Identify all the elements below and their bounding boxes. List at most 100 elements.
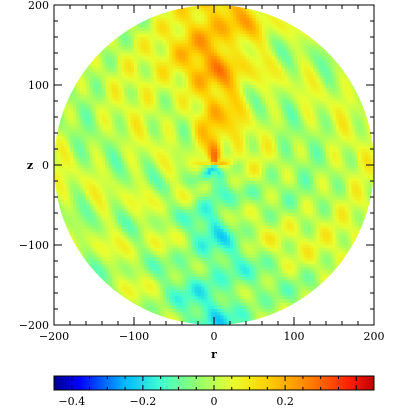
heatmap-cell bbox=[150, 81, 154, 86]
heatmap-cell bbox=[204, 104, 208, 108]
heatmap-cell bbox=[322, 171, 327, 175]
heatmap-cell bbox=[287, 187, 292, 191]
heatmap-cell bbox=[172, 184, 176, 188]
heatmap-cell bbox=[310, 46, 314, 51]
heatmap-cell bbox=[367, 155, 372, 159]
heatmap-cell bbox=[246, 78, 250, 83]
heatmap-cell bbox=[95, 69, 100, 73]
heatmap-cell bbox=[351, 184, 356, 188]
heatmap-cell bbox=[140, 110, 144, 115]
heatmap-cell bbox=[73, 117, 77, 121]
heatmap-cell bbox=[313, 184, 317, 188]
heatmap-cell bbox=[284, 149, 288, 153]
heatmap-cell bbox=[300, 190, 304, 195]
heatmap-cell bbox=[86, 97, 90, 102]
heatmap-cell bbox=[313, 113, 317, 118]
heatmap-cell bbox=[70, 165, 74, 169]
heatmap-cell bbox=[226, 136, 231, 140]
heatmap-cell bbox=[316, 149, 320, 153]
heatmap-cell bbox=[265, 27, 269, 31]
heatmap-cell bbox=[262, 171, 266, 175]
heatmap-cell bbox=[258, 101, 263, 105]
heatmap-cell bbox=[185, 145, 189, 150]
heatmap-cell bbox=[233, 46, 237, 51]
heatmap-cell bbox=[178, 133, 183, 137]
heatmap-cell bbox=[217, 27, 221, 31]
heatmap-cell bbox=[194, 190, 199, 195]
heatmap-cell bbox=[271, 59, 276, 63]
heatmap-cell bbox=[226, 117, 231, 121]
heatmap-cell bbox=[316, 145, 320, 150]
heatmap-cell bbox=[127, 129, 132, 134]
heatmap-cell bbox=[159, 37, 164, 41]
heatmap-cell bbox=[265, 139, 269, 143]
heatmap-cell bbox=[242, 72, 247, 76]
heatmap-cell bbox=[143, 78, 148, 83]
heatmap-cell bbox=[281, 107, 285, 111]
heatmap-cell bbox=[188, 145, 192, 150]
heatmap-cell bbox=[217, 46, 221, 51]
heatmap-cell bbox=[57, 184, 61, 188]
heatmap-cell bbox=[303, 133, 308, 137]
heatmap-cell bbox=[246, 129, 250, 134]
heatmap-cell bbox=[319, 56, 324, 60]
heatmap-cell bbox=[217, 37, 221, 41]
heatmap-cell bbox=[140, 149, 144, 153]
heatmap-cell bbox=[150, 46, 154, 51]
heatmap-cell bbox=[290, 187, 295, 191]
heatmap-cell bbox=[249, 142, 253, 147]
heatmap-cell bbox=[322, 53, 327, 57]
heatmap-cell bbox=[255, 46, 260, 51]
heatmap-cell bbox=[57, 155, 61, 159]
heatmap-cell bbox=[89, 174, 93, 179]
heatmap-cell bbox=[252, 177, 256, 182]
heatmap-cell bbox=[370, 165, 374, 169]
heatmap-cell bbox=[262, 14, 266, 19]
heatmap-cell bbox=[137, 72, 141, 76]
heatmap-cell bbox=[332, 126, 336, 131]
heatmap-cell bbox=[255, 81, 260, 86]
heatmap-cell bbox=[127, 174, 132, 179]
heatmap-cell bbox=[54, 165, 58, 169]
heatmap-cell bbox=[114, 145, 119, 150]
heatmap-cell bbox=[274, 91, 279, 95]
heatmap-cell bbox=[322, 101, 327, 105]
heatmap-cell bbox=[137, 133, 141, 137]
heatmap-cell bbox=[204, 40, 208, 44]
heatmap-cell bbox=[108, 113, 112, 118]
heatmap-cell bbox=[342, 158, 346, 163]
heatmap-cell bbox=[297, 152, 301, 156]
heatmap-cell bbox=[175, 91, 180, 95]
heatmap-cell bbox=[271, 69, 276, 73]
heatmap-cell bbox=[300, 117, 304, 121]
heatmap-cell bbox=[287, 139, 292, 143]
heatmap-cell bbox=[98, 161, 103, 166]
heatmap-cell bbox=[134, 49, 138, 54]
heatmap-cell bbox=[124, 113, 128, 118]
heatmap-cell bbox=[198, 145, 202, 150]
heatmap-cell bbox=[226, 75, 231, 79]
heatmap-cell bbox=[226, 91, 231, 95]
heatmap-cell bbox=[351, 177, 356, 182]
heatmap-cell bbox=[156, 181, 160, 185]
heatmap-cell bbox=[255, 78, 260, 83]
heatmap-cell bbox=[306, 113, 311, 118]
heatmap-cell bbox=[188, 62, 192, 67]
heatmap-cell bbox=[98, 136, 103, 140]
heatmap-cell bbox=[236, 27, 240, 31]
heatmap-cell bbox=[217, 149, 221, 153]
heatmap-cell bbox=[204, 187, 208, 191]
heatmap-cell bbox=[153, 190, 157, 195]
heatmap-cell bbox=[201, 133, 205, 137]
heatmap-cell bbox=[207, 24, 212, 28]
heatmap-cell bbox=[271, 14, 276, 19]
heatmap-cell bbox=[290, 24, 295, 28]
heatmap-cell bbox=[175, 104, 180, 108]
heatmap-cell bbox=[268, 107, 272, 111]
heatmap-cell bbox=[194, 21, 199, 25]
heatmap-cell bbox=[230, 129, 234, 134]
heatmap-cell bbox=[201, 72, 205, 76]
heatmap-cell bbox=[198, 117, 202, 121]
heatmap-cell bbox=[194, 27, 199, 31]
heatmap-cell bbox=[156, 14, 160, 19]
